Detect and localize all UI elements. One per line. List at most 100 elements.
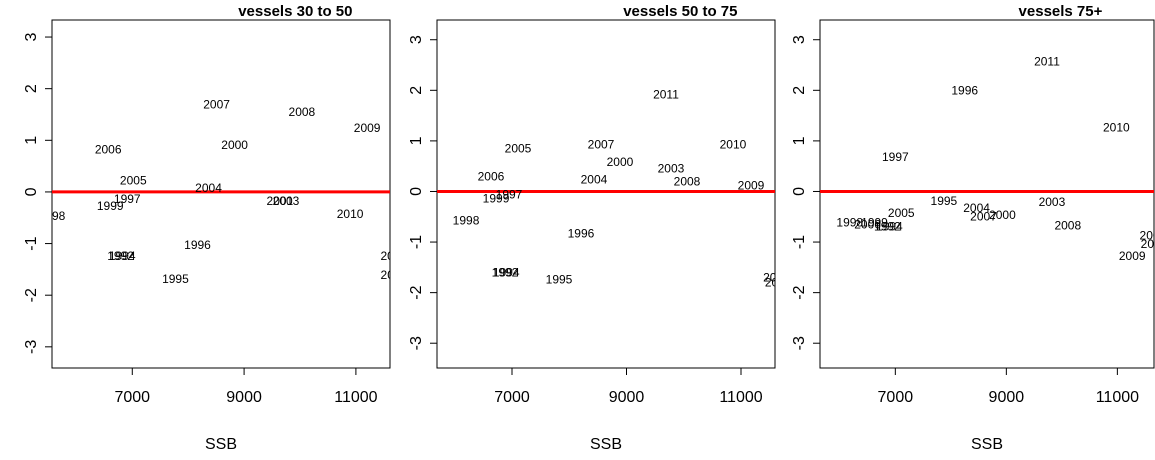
y-tick-label: -1 (408, 235, 425, 249)
point-label: 2000 (989, 208, 1016, 222)
y-tick-label: 0 (408, 187, 425, 196)
point-label: 2006 (854, 218, 881, 232)
point-label: 1999 (97, 199, 124, 213)
point-label: 2007 (203, 97, 230, 111)
x-tick-label: 7000 (114, 389, 150, 406)
x-tick-label: 9000 (989, 389, 1025, 406)
x-tick-label: 7000 (878, 389, 914, 406)
panel: 7000 9000 11000 -3 -2 -1 0 1 2 3 vessels 30 to 50 S… (23, 3, 408, 453)
y-tick-label: -2 (23, 288, 40, 302)
y-tick-label: 3 (408, 35, 425, 44)
point-label: 1997 (114, 192, 141, 206)
point-label: 1996 (951, 83, 978, 97)
y-tick-label: 1 (408, 136, 425, 145)
chart-title: vessels 30 to 50 (238, 3, 352, 20)
point-label: 2011 (653, 88, 679, 102)
y-tick-label: 3 (791, 35, 808, 44)
plot-box (51, 19, 391, 369)
plot-box (436, 19, 776, 369)
point-label: 2004 (195, 181, 222, 195)
point-label: 2008 (289, 105, 316, 119)
chart-title: vessels 50 to 75 (623, 3, 737, 20)
point-label: 2006 (95, 142, 122, 156)
point-label: 1998 (836, 216, 863, 230)
point-label: 1992 (492, 266, 519, 280)
y-tick-label: -2 (408, 285, 425, 299)
point-label: 2009 (354, 121, 381, 135)
point-label: 2007 (588, 138, 615, 152)
y-tick-label: 1 (791, 136, 808, 145)
plot-box (819, 19, 1155, 369)
point-label: 1995 (546, 273, 573, 287)
point-label: 2001 (267, 194, 294, 208)
y-tick-label: 2 (23, 84, 40, 93)
point-label: 1999 (861, 216, 888, 230)
point-label: 2010 (720, 138, 747, 152)
point-label: 2003 (1039, 195, 1066, 209)
point-label: 2002 (1141, 237, 1155, 251)
point-label: 1994 (109, 249, 136, 263)
x-axis-label: SSB (590, 436, 622, 453)
x-axis-label: SSB (205, 436, 237, 453)
point-label: 1994 (493, 266, 520, 280)
point-label: 2000 (607, 155, 634, 169)
x-tick-label: 9000 (226, 389, 262, 406)
point-label: 1997 (882, 150, 909, 164)
point-label: 1998 (39, 209, 66, 223)
x-tick-label: 11000 (1096, 389, 1139, 406)
point-label: 2004 (581, 173, 608, 187)
y-tick-label: -3 (791, 336, 808, 350)
point-label: 1992 (874, 220, 901, 234)
point-label: 2001 (763, 271, 790, 285)
y-tick-label: -1 (23, 236, 40, 250)
point-label: 2009 (1119, 249, 1146, 263)
x-tick-label: 9000 (609, 389, 645, 406)
y-tick-label: -3 (408, 336, 425, 350)
y-tick-label: 3 (23, 32, 40, 41)
point-label: 1996 (568, 227, 595, 241)
point-label: 2008 (1054, 219, 1081, 233)
point-label: 2005 (505, 142, 532, 156)
point-label: 2010 (337, 207, 364, 221)
point-label: 1998 (453, 213, 480, 227)
x-tick-label: 7000 (494, 389, 530, 406)
point-label: 2005 (888, 206, 915, 220)
point-label: 1996 (184, 238, 211, 252)
y-tick-label: -2 (791, 285, 808, 299)
x-tick-label: 11000 (334, 389, 377, 406)
point-label: 2002 (381, 268, 408, 282)
chart-title: vessels 75+ (1019, 3, 1103, 20)
point-label: 2006 (478, 169, 505, 183)
y-tick-label: 1 (23, 136, 40, 145)
point-label: 1997 (496, 188, 523, 202)
point-label: 2009 (738, 179, 765, 193)
point-label: 2011 (1034, 55, 1060, 69)
y-tick-label: -1 (791, 235, 808, 249)
panel: 7000 9000 11000 -3 -2 -1 0 1 2 3 vessels 50 to 75 S… (408, 3, 792, 453)
point-label: 2001 (1140, 229, 1155, 243)
y-tick-label: -3 (23, 340, 40, 354)
point-label: 2002 (765, 276, 792, 290)
point-label: 2007 (970, 209, 997, 223)
point-label: 2011 (380, 249, 406, 263)
point-label: 2010 (1103, 120, 1130, 134)
panel: 7000 9000 11000 -3 -2 -1 0 1 2 3 vessels 75+ SSB 201… (791, 3, 1155, 453)
point-label: 2004 (963, 201, 990, 215)
point-label: 1992 (107, 249, 134, 263)
point-label: 2000 (221, 138, 248, 152)
x-axis-label: SSB (971, 436, 1003, 453)
point-label: 1999 (483, 192, 510, 206)
point-label: 2003 (273, 194, 300, 208)
point-label: 1995 (931, 194, 958, 208)
plot-area: 2011 1996 2010 1997 1995 2003 2004 2005 20072000… (820, 55, 1155, 263)
point-label: 2003 (658, 161, 685, 175)
y-tick-label: 2 (791, 86, 808, 95)
point-label: 1994 (876, 220, 903, 234)
point-label: 2008 (674, 175, 701, 189)
y-tick-label: 0 (791, 187, 808, 196)
point-label: 2005 (120, 173, 147, 187)
y-tick-label: 2 (408, 86, 425, 95)
